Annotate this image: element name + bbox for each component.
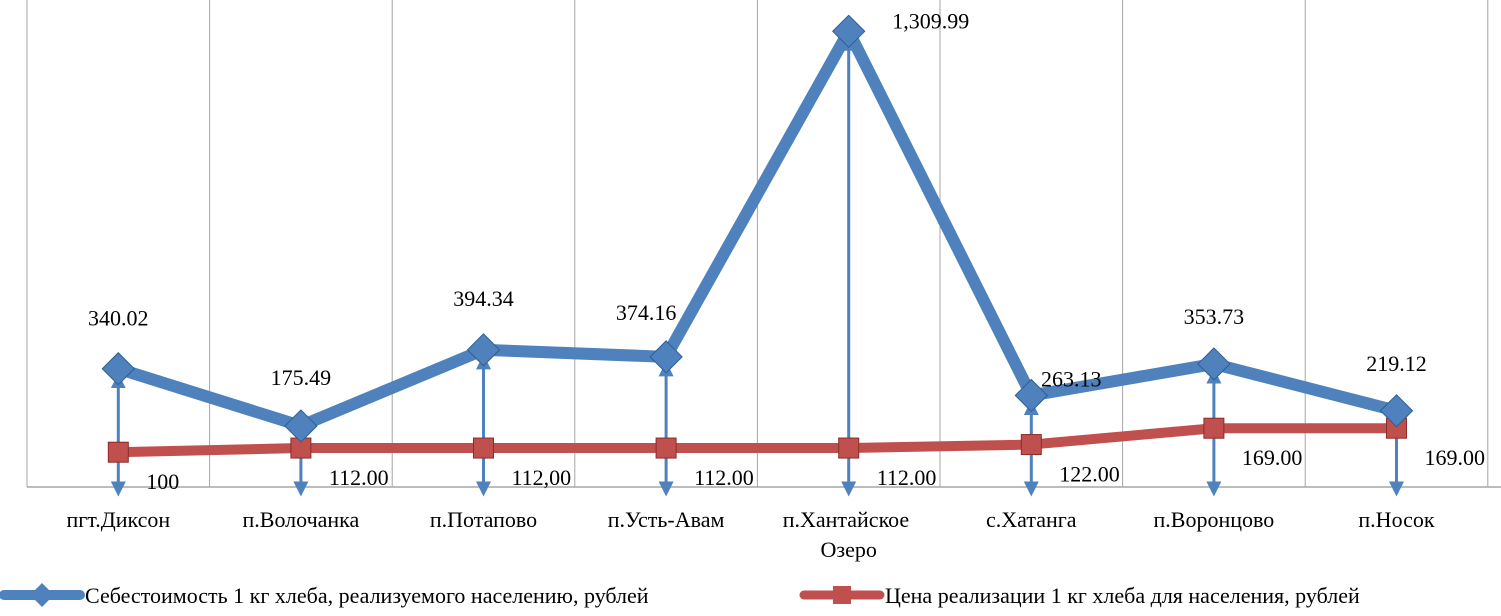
series-line	[118, 423, 1397, 458]
legend-marker	[833, 586, 851, 604]
point-marker	[655, 437, 677, 459]
x-tick-label: п.Усть-Авам	[608, 507, 725, 532]
x-tick-label: п.Хантайское Озеро	[783, 507, 915, 562]
legend-label: Цена реализации 1 кг хлеба для населения…	[885, 583, 1360, 608]
point-marker	[649, 340, 683, 374]
point-marker	[473, 437, 494, 459]
x-tick-label: с.Хатанга	[986, 507, 1077, 532]
data-label: 122.00	[1059, 462, 1120, 487]
data-label: 1,309.99	[892, 8, 969, 33]
data-label: 353.73	[1184, 304, 1245, 329]
data-label: 394.34	[453, 286, 514, 311]
point-marker	[838, 437, 860, 459]
data-label: 100	[146, 469, 179, 494]
x-tick-label: пгт.Диксон	[66, 507, 170, 532]
x-tick-label: п.Потапово	[430, 507, 537, 532]
data-label: 169.00	[1425, 445, 1486, 470]
point-marker	[1014, 378, 1049, 413]
point-marker	[101, 352, 136, 386]
series-line	[116, 25, 1398, 432]
data-label: 374.16	[616, 300, 677, 325]
legend-label: Себестоимость 1 кг хлеба, реализуемого н…	[85, 583, 649, 608]
x-tick-label: п.Волочанка	[243, 507, 360, 532]
point-marker	[284, 409, 318, 443]
point-marker	[1379, 394, 1414, 428]
data-label: 219.12	[1366, 351, 1427, 376]
data-label: 263.13	[1041, 366, 1102, 391]
point-marker	[1197, 347, 1231, 381]
data-label: 175.49	[271, 365, 332, 390]
x-tick-label: п.Воронцово	[1154, 507, 1275, 532]
x-tick-label: п.Носок	[1358, 507, 1434, 532]
data-label: 112.00	[877, 465, 937, 490]
point-marker	[1020, 434, 1042, 456]
point-marker	[466, 333, 501, 367]
data-label: 112.00	[694, 465, 754, 490]
data-label: 169.00	[1242, 445, 1303, 470]
data-label: 112.00	[329, 465, 389, 490]
point-marker	[107, 441, 129, 463]
data-label: 112,00	[512, 465, 572, 490]
legend-marker	[30, 583, 54, 607]
point-marker	[1203, 417, 1225, 439]
data-label: 340.02	[88, 306, 149, 331]
point-marker	[831, 14, 866, 49]
